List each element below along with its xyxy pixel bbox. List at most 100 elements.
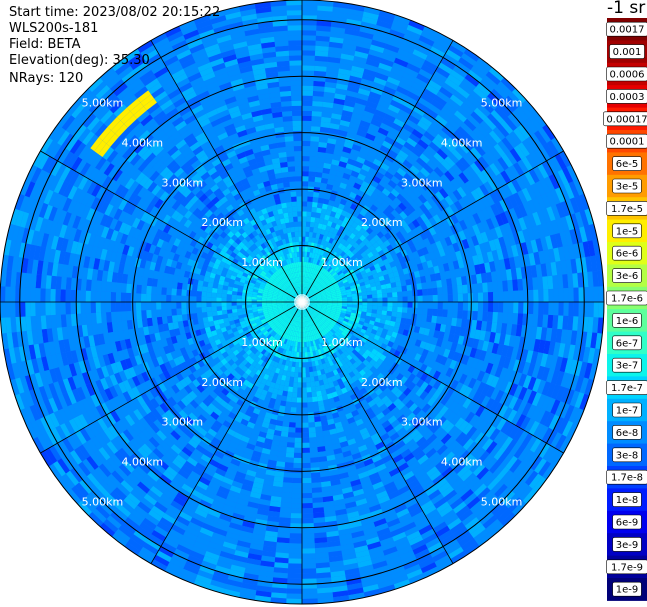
radar-cell xyxy=(324,321,330,326)
radar-cell xyxy=(379,354,387,362)
radar-cell xyxy=(127,203,137,216)
radar-cell xyxy=(270,275,276,280)
radar-cell xyxy=(255,261,261,268)
radar-cell xyxy=(308,290,313,295)
radar-cell xyxy=(310,257,314,264)
radar-cell xyxy=(135,302,142,311)
radar-cell xyxy=(374,485,386,495)
radar-cell xyxy=(180,161,192,172)
radar-cell xyxy=(219,275,226,282)
radar-cell xyxy=(105,342,113,355)
radar-cell xyxy=(273,361,279,368)
radar-cell xyxy=(372,298,378,302)
radar-cell xyxy=(477,292,484,302)
radar-cell xyxy=(261,297,267,301)
radar-cell xyxy=(268,321,274,326)
radar-cell xyxy=(322,299,328,301)
radar-cell xyxy=(250,320,257,325)
radar-cell xyxy=(397,328,405,335)
radar-cell xyxy=(327,366,333,373)
radar-cell xyxy=(402,434,413,445)
radar-cell xyxy=(276,329,282,335)
radar-cell xyxy=(258,314,265,319)
radar-cell xyxy=(340,288,346,292)
radar-cell xyxy=(314,282,319,288)
radar-cell xyxy=(284,316,289,321)
radar-cell xyxy=(316,298,323,301)
radar-cell xyxy=(262,196,270,204)
radar-cell xyxy=(372,273,379,279)
radar-cell xyxy=(204,217,213,226)
radar-cell xyxy=(331,206,339,213)
radar-cell xyxy=(424,342,432,351)
radar-cell xyxy=(304,287,306,293)
radar-cell xyxy=(311,263,315,269)
radar-cell xyxy=(302,362,306,368)
radar-cell xyxy=(294,367,299,373)
radar-cell xyxy=(341,306,348,310)
radar-cell xyxy=(312,196,319,203)
radar-cell xyxy=(361,337,368,344)
radar-cell xyxy=(271,317,277,322)
radar-cell xyxy=(440,433,452,445)
radar-cell xyxy=(317,271,322,277)
radar-cell xyxy=(249,329,256,335)
radar-cell xyxy=(441,316,448,325)
radar-cell xyxy=(307,310,311,315)
radar-cell xyxy=(439,238,448,248)
radar-cell xyxy=(200,171,211,181)
radar-cell xyxy=(161,354,169,364)
radar-cell xyxy=(348,175,358,183)
radar-cell xyxy=(123,402,134,415)
radar-cell xyxy=(486,251,495,263)
radar-cell xyxy=(452,189,463,201)
radar-cell xyxy=(296,402,302,408)
radar-cell xyxy=(214,338,222,346)
radar-cell xyxy=(253,334,259,341)
radar-cell xyxy=(421,261,429,270)
radar-cell xyxy=(235,380,243,388)
radar-cell xyxy=(139,417,150,429)
radar-cell xyxy=(281,337,286,344)
radar-cell xyxy=(326,220,333,227)
radar-cell xyxy=(345,230,353,237)
radar-cell xyxy=(320,292,326,296)
radar-cell xyxy=(200,140,212,151)
radar-cell xyxy=(391,225,400,234)
radar-cell xyxy=(391,217,400,226)
radar-cell xyxy=(259,371,266,379)
radar-cell xyxy=(269,330,276,336)
radar-cell xyxy=(290,231,296,238)
radar-cell xyxy=(298,327,301,333)
radar-cell xyxy=(222,175,232,184)
radar-cell xyxy=(343,350,350,357)
radar-cell xyxy=(375,330,382,337)
radar-cell xyxy=(297,306,300,312)
radar-cell xyxy=(276,461,286,468)
radar-cell xyxy=(355,177,364,186)
radar-cell xyxy=(303,311,306,317)
radar-cell xyxy=(469,246,478,257)
radar-cell xyxy=(293,452,302,459)
radar-cell xyxy=(390,188,400,198)
radar-cell xyxy=(260,452,270,460)
radar-cell xyxy=(256,182,265,190)
radar-cell xyxy=(129,337,137,348)
radar-cell xyxy=(404,323,411,331)
radar-cell xyxy=(423,200,433,211)
radar-cell xyxy=(311,330,315,336)
radar-cell xyxy=(167,419,178,431)
radar-cell xyxy=(406,390,416,400)
radar-cell xyxy=(255,124,266,132)
radar-cell xyxy=(202,316,209,323)
radar-cell xyxy=(392,326,400,334)
radar-cell xyxy=(231,376,239,385)
radar-cell xyxy=(434,272,442,281)
radar-cell xyxy=(271,231,277,238)
radar-cell xyxy=(195,189,205,199)
radar-cell xyxy=(214,324,221,330)
radar-cell xyxy=(172,135,184,146)
radar-cell xyxy=(314,176,322,183)
radar-cell xyxy=(183,270,191,278)
radar-cell xyxy=(369,278,375,284)
